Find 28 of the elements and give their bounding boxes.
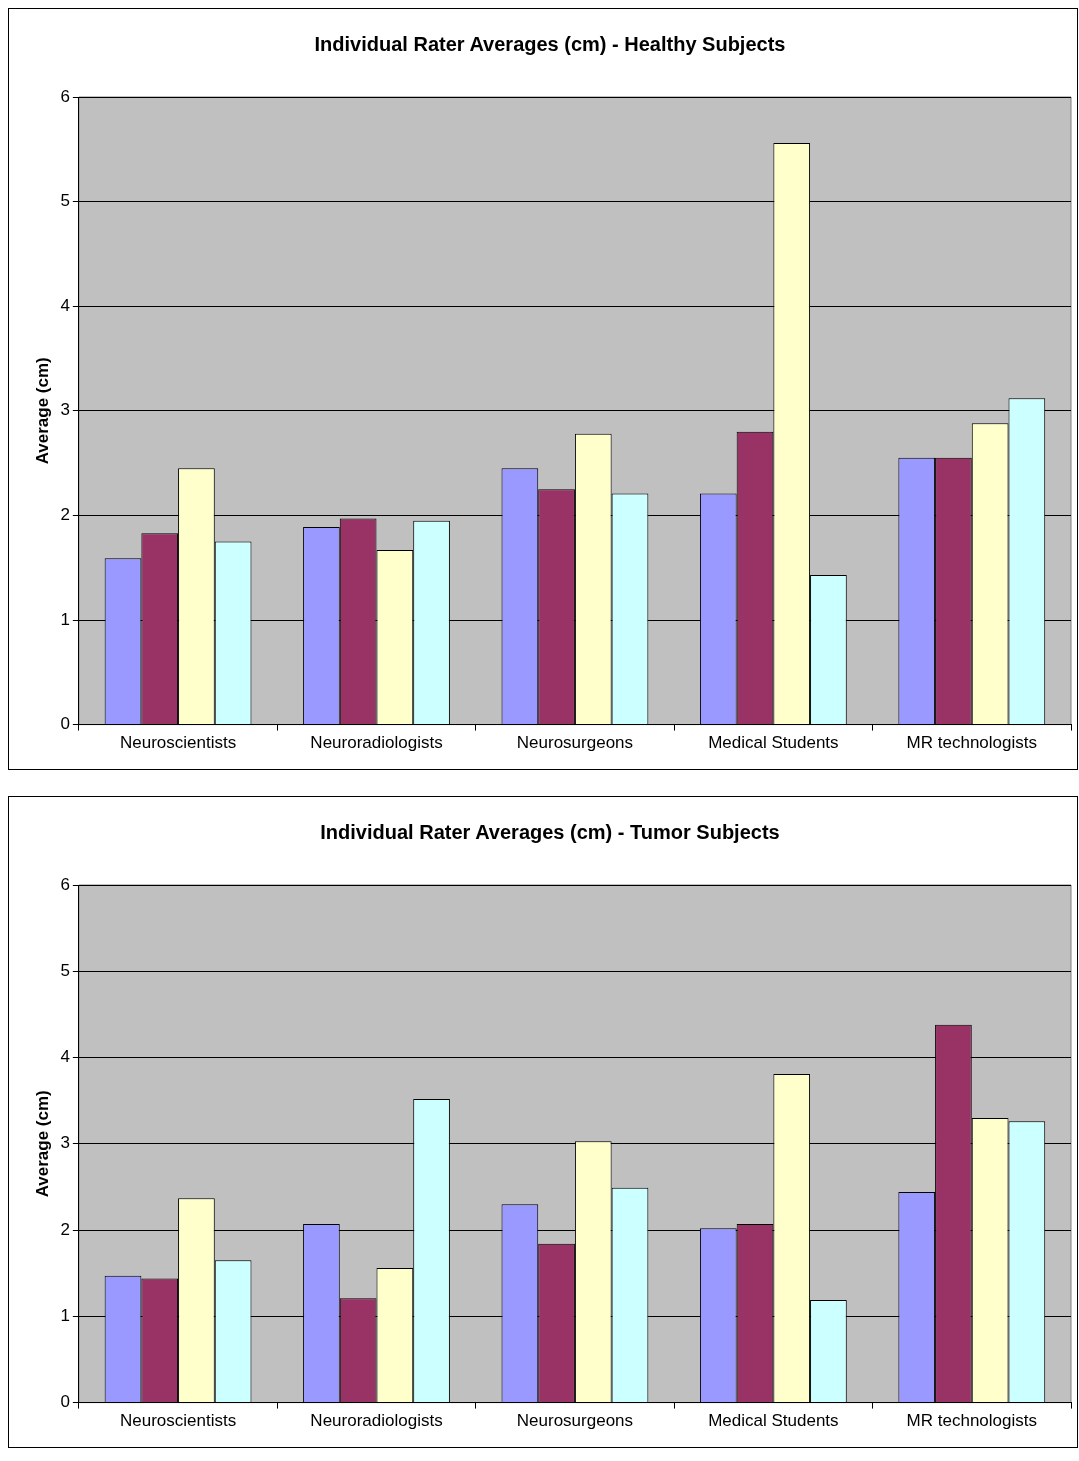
y-tick-label: 2 [60, 505, 70, 525]
y-tick-label: 5 [60, 960, 70, 980]
x-tick-label: Neurosurgeons [516, 1411, 634, 1431]
y-tick-label: 2 [60, 1219, 70, 1239]
y-axis-title: Average (cm) [32, 1090, 52, 1198]
x-tick-label: MR technologists [906, 733, 1037, 753]
y-tick-label: 6 [60, 86, 70, 106]
x-tick-label: Medical Students [708, 733, 839, 753]
y-tick-label: 1 [60, 1306, 70, 1326]
y-tick-label: 3 [60, 1133, 70, 1153]
chart-title: Individual Rater Averages (cm) - Healthy Subjects [314, 32, 786, 55]
x-tick-label: MR technologists [906, 1411, 1037, 1431]
x-tick-label: Neuroscientists [119, 733, 237, 753]
chart-title: Individual Rater Averages (cm) - Tumor Subjects [320, 820, 780, 843]
y-tick-label: 0 [60, 1392, 70, 1412]
y-tick-label: 5 [60, 191, 70, 211]
y-tick-label: 4 [60, 1047, 70, 1067]
x-tick-label: Medical Students [708, 1411, 839, 1431]
y-tick-label: 1 [60, 609, 70, 629]
y-tick-label: 0 [60, 714, 70, 734]
x-tick-label: Neuroscientists [119, 1411, 237, 1431]
y-tick-label: 4 [60, 295, 70, 315]
x-tick-label: Neurosurgeons [516, 733, 634, 753]
y-tick-label: 3 [60, 400, 70, 420]
x-tick-label: Neuroradiologists [310, 733, 443, 753]
x-tick-label: Neuroradiologists [310, 1411, 443, 1431]
y-tick-label: 6 [60, 874, 70, 894]
y-axis-title: Average (cm) [32, 357, 52, 465]
